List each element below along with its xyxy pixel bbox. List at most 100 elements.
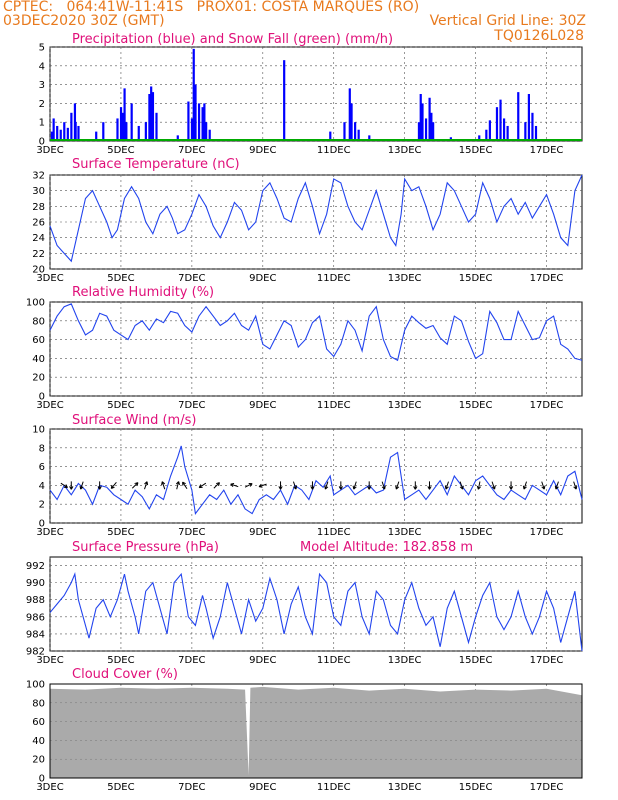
precip-bar: [283, 60, 286, 141]
y-tick-label: 100: [26, 298, 45, 309]
precip-bar: [495, 107, 499, 141]
panel-title: Cloud Cover (%): [72, 667, 178, 682]
precip-bar: [368, 135, 371, 141]
x-tick-label: 9DEC: [249, 400, 276, 411]
precip-bar: [123, 88, 126, 141]
precip-bar: [432, 122, 435, 141]
precip-bar: [125, 122, 128, 141]
x-tick-label: 11DEC: [317, 655, 351, 666]
precip-bar: [203, 103, 206, 141]
x-tick-label: 7DEC: [178, 273, 205, 284]
x-tick-label: 3DEC: [36, 655, 63, 666]
x-tick-label: 3DEC: [36, 782, 63, 793]
y-tick-label: 20: [32, 755, 45, 766]
x-tick-label: 9DEC: [249, 655, 276, 666]
x-tick-label: 15DEC: [459, 273, 493, 284]
precip-bar: [485, 129, 488, 141]
x-tick-label: 7DEC: [178, 400, 205, 411]
wind-arrow: [310, 481, 315, 490]
y-tick-label: 6: [39, 462, 45, 473]
wind-arrow: [144, 481, 149, 490]
x-tick-label: 3DEC: [36, 145, 63, 156]
wind-arrow: [476, 481, 481, 490]
precip-bar: [329, 131, 332, 141]
x-tick-label: 3DEC: [36, 400, 63, 411]
y-tick-label: 22: [32, 249, 45, 260]
y-tick-label: 1: [39, 118, 45, 129]
y-tick-label: 30: [32, 186, 45, 197]
precip-bar: [527, 94, 530, 141]
x-tick-label: 11DEC: [317, 273, 351, 284]
station-header: CPTEC: 064:41W-11:41S PROX01: COSTA MARQ…: [3, 0, 420, 15]
y-tick-label: 60: [32, 335, 45, 346]
y-tick-label: 20: [32, 265, 45, 276]
y-tick-label: 0: [39, 137, 45, 148]
y-tick-label: 28: [32, 202, 45, 213]
x-tick-label: 5DEC: [107, 655, 134, 666]
precip-bar: [348, 88, 351, 141]
y-tick-label: 100: [26, 680, 45, 691]
x-tick-label: 13DEC: [388, 145, 422, 156]
precip-bar: [534, 125, 538, 141]
x-tick-label: 9DEC: [249, 782, 276, 793]
precip-bar: [56, 125, 59, 141]
wind-arrow: [69, 481, 74, 490]
y-tick-label: 10: [32, 425, 45, 436]
wind-arrow: [278, 481, 283, 490]
wind-arrow: [198, 482, 207, 489]
wind-arrow: [213, 482, 221, 489]
precip-bar: [59, 129, 62, 141]
wind-arrow: [79, 481, 84, 490]
x-tick-label: 13DEC: [388, 273, 422, 284]
plot-frame: [49, 301, 583, 397]
wind-arrow: [508, 481, 514, 490]
y-tick-label: 80: [32, 698, 45, 709]
y-tick-label: 0: [39, 392, 45, 403]
precip-bar: [63, 122, 66, 141]
x-tick-label: 3DEC: [36, 527, 63, 538]
x-tick-label: 17DEC: [530, 782, 564, 793]
precip-bar: [187, 101, 190, 141]
x-tick-label: 15DEC: [459, 782, 493, 793]
plot-frame: [49, 428, 583, 524]
precip-bar: [190, 118, 194, 141]
wind-arrow: [352, 481, 357, 490]
wind-arrow: [60, 482, 68, 489]
y-tick-label: 5: [39, 43, 45, 54]
precip-bar: [524, 122, 527, 141]
wind-arrow: [230, 483, 239, 488]
y-tick-label: 986: [26, 612, 45, 623]
panel-3: 0 2 4 6 8 10 3DEC 5DEC 7DEC 9DEC 11DEC 13DEC 15DEC 17…: [32, 413, 583, 538]
wind-arrow: [381, 481, 386, 490]
x-tick-label: 17DEC: [530, 400, 564, 411]
y-tick-label: 40: [32, 354, 45, 365]
run-date: 03DEC2020 30Z (GMT): [3, 13, 165, 29]
precip-bar: [354, 122, 357, 141]
precip-bar: [531, 112, 534, 141]
panel-title: Surface Temperature (nC): [72, 157, 240, 172]
precip-bar: [424, 118, 428, 141]
x-tick-label: 9DEC: [249, 527, 276, 538]
precip-bar: [357, 129, 360, 141]
y-tick-label: 32: [32, 171, 45, 182]
wind-arrow: [444, 481, 449, 490]
wind-arrow: [367, 481, 372, 490]
wind-arrow: [244, 482, 253, 488]
x-tick-label: 11DEC: [317, 145, 351, 156]
wind-arrow: [427, 481, 432, 490]
wind-arrow: [413, 481, 418, 490]
panel-subtitle: Model Altitude: 182.858 m: [300, 540, 473, 555]
wind-arrow: [175, 481, 181, 490]
y-tick-label: 992: [26, 561, 45, 572]
wind-arrow: [258, 483, 267, 488]
precip-bar: [148, 94, 151, 141]
precip-bar: [417, 122, 421, 141]
temperature-line: [49, 174, 583, 263]
precip-bar: [144, 122, 147, 141]
wind-arrow: [292, 481, 298, 490]
precip-bar: [119, 107, 123, 141]
x-tick-label: 7DEC: [178, 782, 205, 793]
wind-arrow: [554, 481, 559, 490]
y-tick-label: 8: [39, 443, 45, 454]
